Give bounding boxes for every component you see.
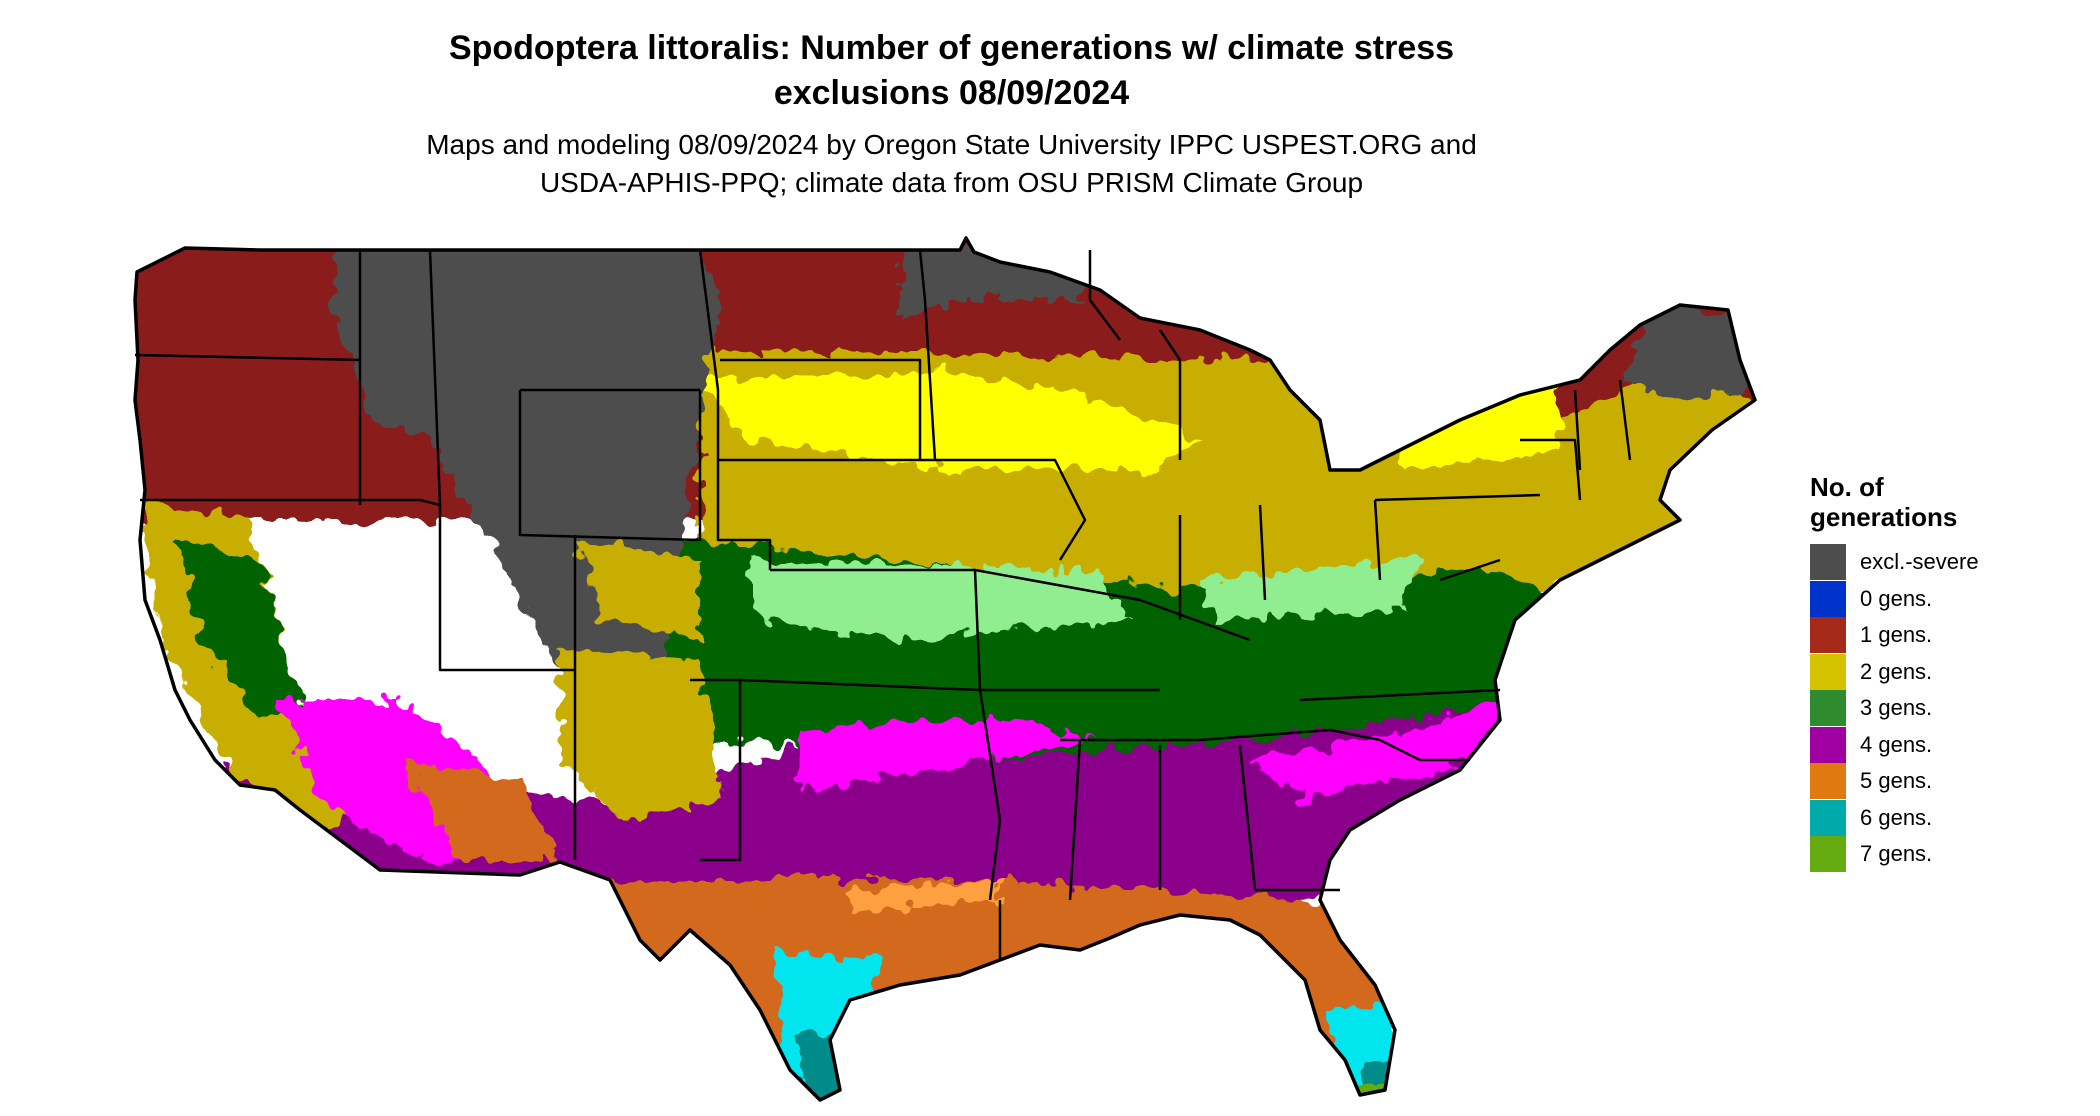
legend-item: 6 gens. (1810, 799, 1979, 837)
legend-label: 0 gens. (1860, 585, 1933, 611)
zone-3-gens-light (1200, 560, 1420, 620)
state-border (935, 458, 1087, 561)
state-border (1088, 250, 1121, 341)
legend-swatch (1810, 836, 1846, 873)
map-title-line1: Spodoptera littoralis: Number of generat… (448, 29, 1455, 67)
map-title: Spodoptera littoralis: Number of generat… (0, 26, 1903, 116)
state-border (428, 249, 442, 506)
state-border (1373, 499, 1382, 581)
legend: No. of generations excl.-severe 0 gens. 1 … (1810, 472, 1979, 873)
state-border (1374, 493, 1541, 502)
legend-label: 6 gens. (1860, 804, 1933, 830)
state-border (134, 353, 361, 362)
state-border (739, 678, 1002, 901)
us-national-outline (133, 236, 1757, 1102)
legend-swatch (1810, 617, 1846, 654)
state-border (438, 505, 575, 672)
state-border (518, 390, 702, 542)
legend-swatch (1810, 726, 1846, 763)
state-border (1258, 504, 1267, 601)
legend-item: 5 gens. (1810, 763, 1979, 800)
state-border (1158, 329, 1182, 460)
state-border (690, 678, 742, 862)
zone-5-gens (135, 880, 1400, 1100)
legend-label: 3 gens. (1860, 695, 1933, 721)
legend-label: excl.-severe (1860, 549, 1979, 575)
state-border (1618, 379, 1632, 461)
state-border (140, 498, 441, 507)
zone-2-gens-light (700, 370, 1200, 470)
legend-label: 5 gens. (1860, 768, 1933, 794)
zone-excluded (1620, 300, 1750, 400)
legend-title: No. of generations (1810, 472, 1979, 532)
legend-item: 2 gens. (1810, 653, 1979, 691)
map-subtitle-line2: USDA-APHIS-PPQ; climate data from OSU PR… (539, 167, 1364, 198)
legend-item: 3 gens. (1810, 690, 1979, 727)
zone-2-gens (560, 650, 720, 820)
legend-item: 0 gens. (1810, 580, 1979, 618)
state-border (1238, 744, 1257, 891)
us-generations-map (133, 236, 1757, 1102)
legend-label: 1 gens. (1860, 622, 1933, 648)
legend-item: 7 gens. (1810, 836, 1979, 873)
legend-swatch (1810, 653, 1846, 690)
state-border (1379, 738, 1470, 762)
state-border (1439, 558, 1501, 582)
zone-3-gens (180, 540, 300, 720)
state-border (1068, 739, 1082, 901)
legend-title-line2: generations (1810, 502, 1958, 532)
legend-swatch (1810, 763, 1846, 800)
legend-item: 1 gens. (1810, 617, 1979, 654)
zone-5-gens (400, 760, 560, 860)
legend-swatch (1810, 690, 1846, 727)
legend-swatch (1810, 799, 1846, 836)
map-subtitle-line1: Maps and modeling 08/09/2024 by Oregon S… (426, 129, 1477, 160)
state-border (1573, 389, 1582, 471)
map-subtitle: Maps and modeling 08/09/2024 by Oregon S… (0, 126, 1903, 202)
legend-title-line1: No. of (1810, 472, 1884, 502)
zone-7-gens (1345, 1085, 1400, 1100)
map-title-line2: exclusions 08/09/2024 (773, 74, 1130, 112)
legend-label: 4 gens. (1860, 731, 1933, 757)
legend-item: excl.-severe (1810, 544, 1979, 581)
zone-4-gens-light (1250, 700, 1500, 800)
zone-4-gens-light (800, 720, 1100, 790)
legend-label: 7 gens. (1860, 841, 1933, 867)
zone-5-gens-light (850, 880, 1000, 910)
zone-6-gens (800, 1030, 880, 1100)
state-border (720, 358, 922, 460)
legend-swatch (1810, 544, 1846, 581)
legend-items: excl.-severe 0 gens. 1 gens. 2 gens. 3 gens.… (1810, 544, 1979, 873)
legend-label: 2 gens. (1860, 658, 1933, 684)
legend-item: 4 gens. (1810, 726, 1979, 764)
zone-2-gens (580, 540, 700, 640)
state-border (1299, 688, 1501, 702)
legend-swatch (1810, 580, 1846, 617)
state-border (1060, 728, 1381, 742)
state-border (716, 390, 772, 570)
state-border (974, 568, 1251, 642)
state-border (1520, 438, 1582, 501)
state-border (698, 249, 720, 391)
state-border (918, 249, 937, 461)
